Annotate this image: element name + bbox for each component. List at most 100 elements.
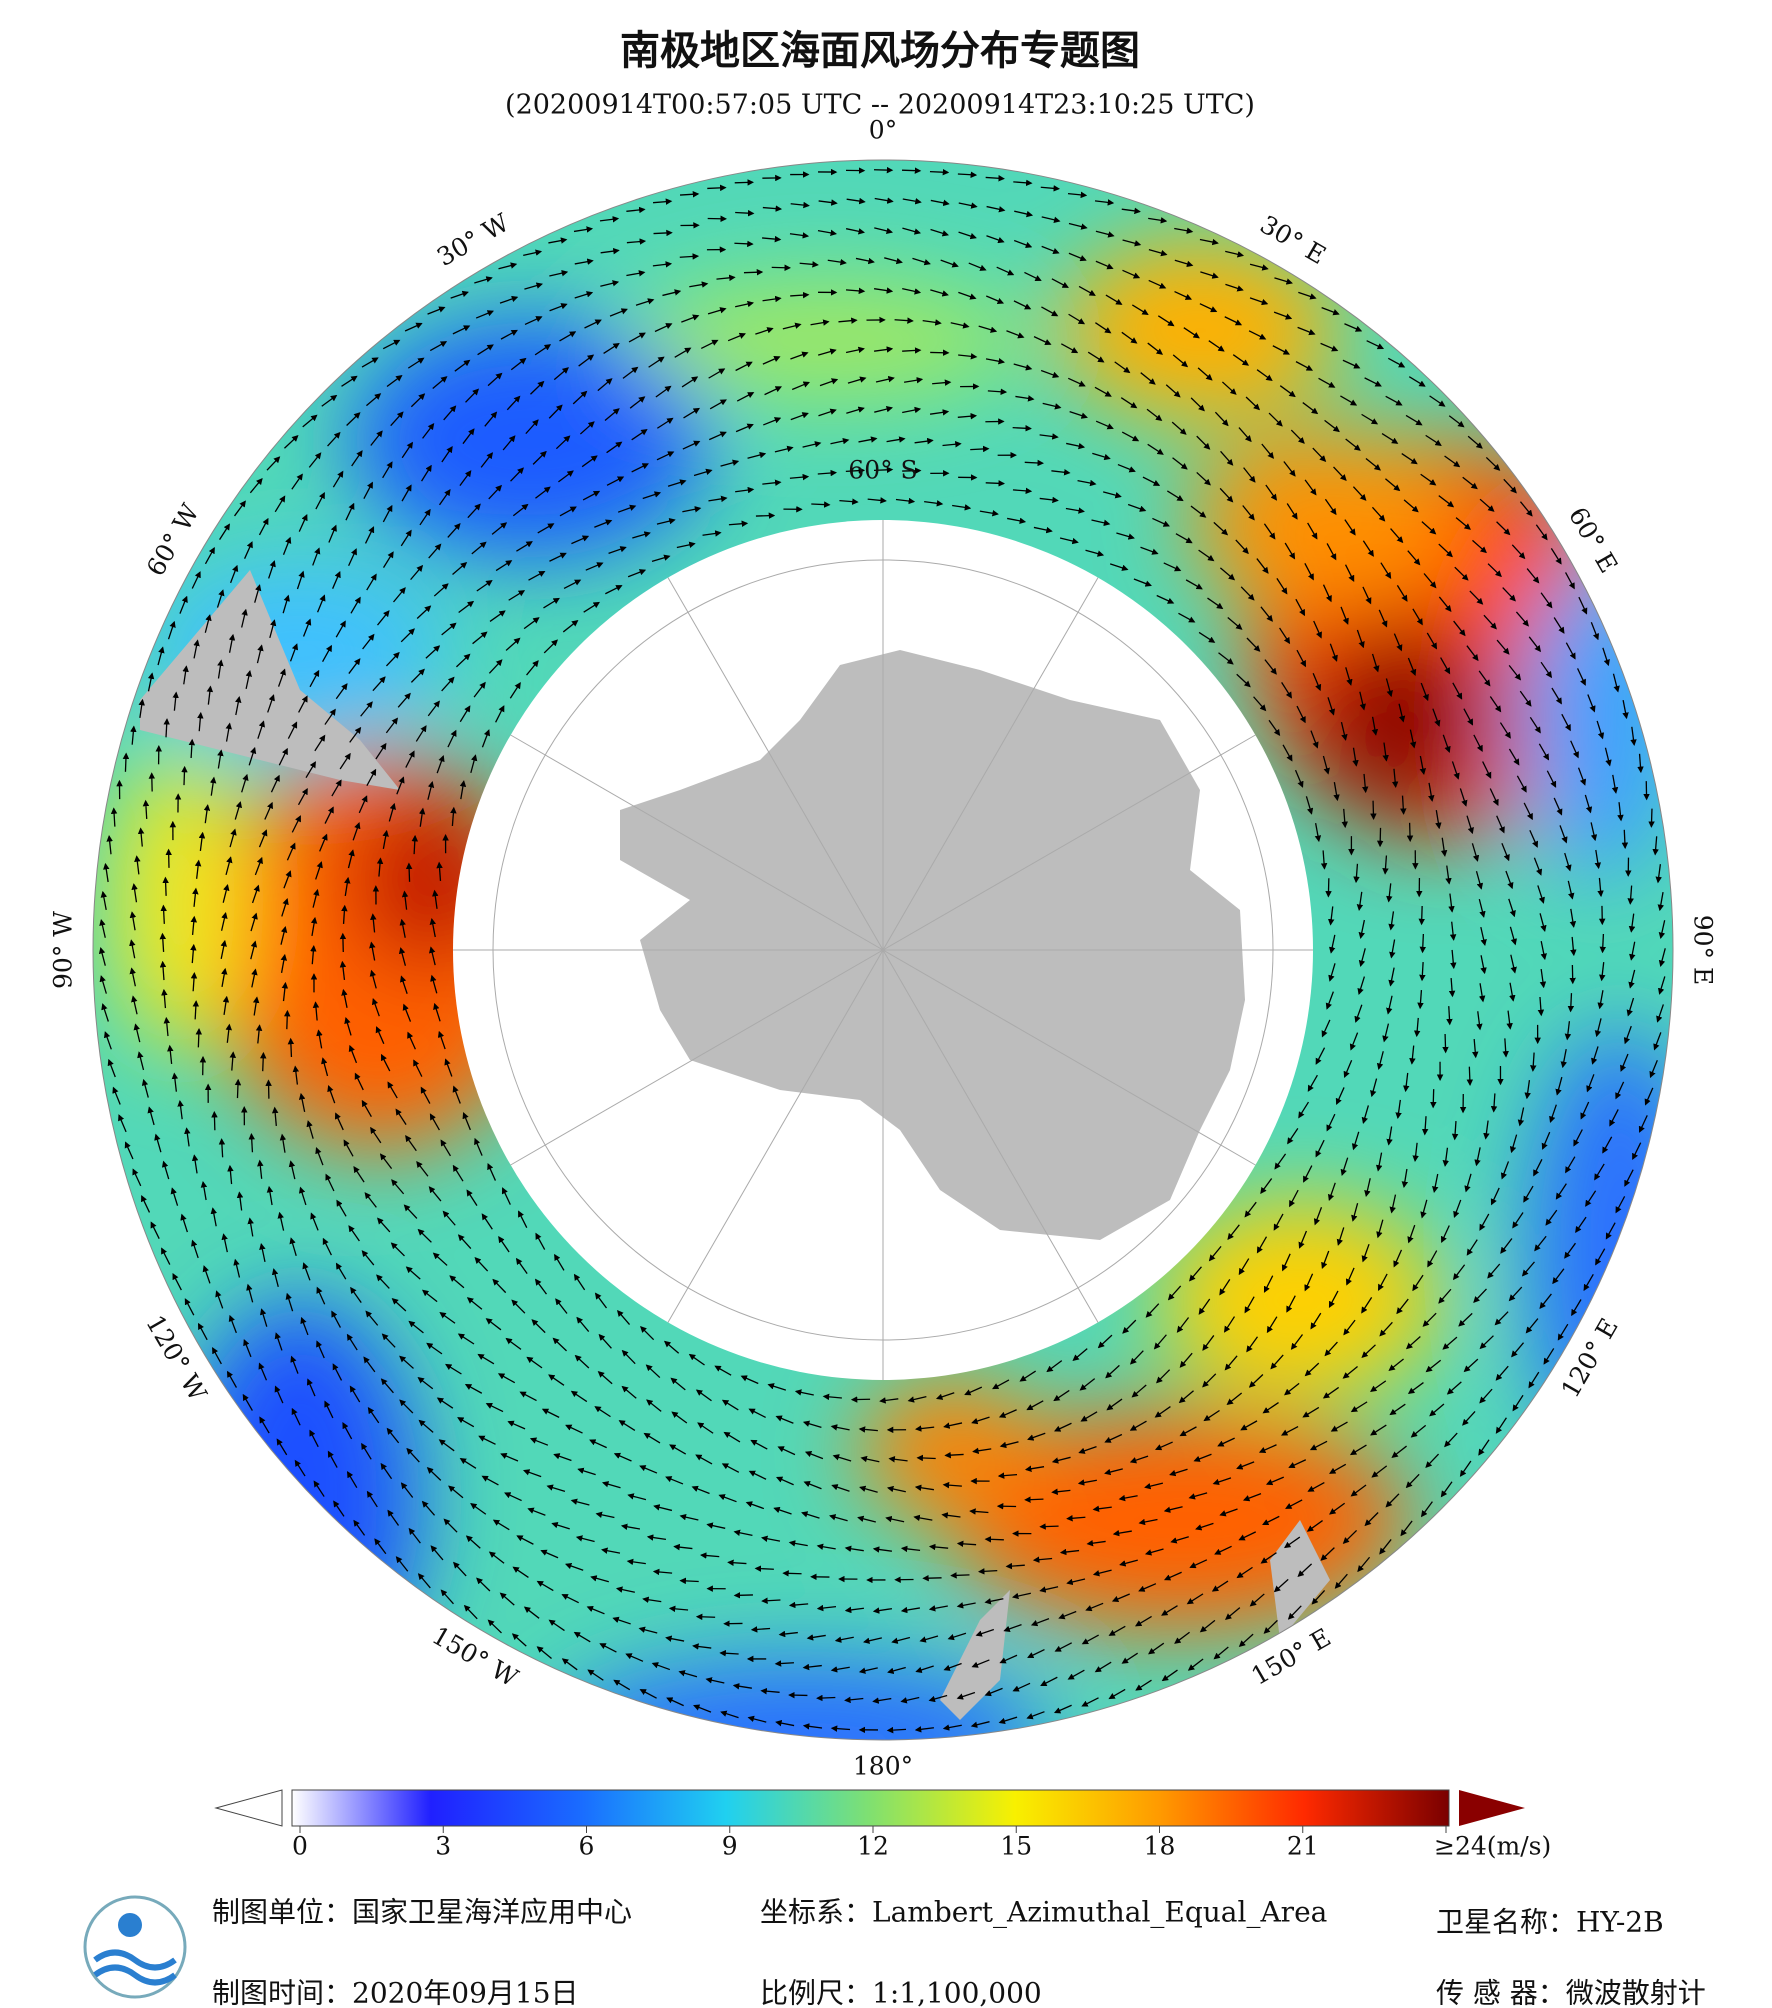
wind-arrow [471,541,487,555]
wind-arrow [885,1515,905,1523]
wind-arrow [1024,1496,1044,1503]
wind-arrow [428,946,436,966]
wind-arrow [1039,496,1059,504]
wind-arrow [1235,539,1249,555]
wind-arrow [872,1546,893,1553]
wind-arrow [305,761,316,779]
wind-arrow [455,653,471,668]
wind-arrow [1238,1258,1250,1276]
wind-arrow [1420,1199,1428,1219]
wind-arrow [287,721,298,739]
wind-arrow [1419,755,1427,775]
wind-arrow [859,1485,878,1493]
wind-arrow [1396,1298,1409,1315]
wind-arrow [1335,1087,1345,1106]
wind-arrow [416,1160,429,1177]
wind-arrow [576,1316,590,1332]
wind-arrow [571,535,590,545]
wind-arrow [594,1406,611,1418]
wind-arrow [543,597,560,609]
wind-arrow [790,412,809,421]
wind-arrow [291,815,301,833]
wind-arrow [1446,1006,1453,1026]
wind-arrow [515,1257,528,1274]
wind-arrow [416,605,432,619]
wind-arrow [1287,1127,1299,1145]
wind-arrow [735,486,755,494]
wind-arrow [400,529,412,547]
wind-arrow [488,659,503,674]
wind-arrow [251,884,260,904]
wind-arrow [708,368,726,379]
wind-arrow [1648,808,1655,828]
wind-arrow [375,1026,385,1045]
wind-arrow [1104,1468,1123,1476]
wind-arrow [369,941,376,961]
wind-arrow [555,435,571,450]
wind-arrow [1382,855,1389,875]
wind-arrow [339,752,351,770]
wind-arrow [535,486,551,499]
wind-arrow [348,1044,358,1064]
wind-arrow [413,1059,423,1077]
wind-arrow [1147,443,1164,455]
wind-arrow [743,268,764,276]
wind-arrow [621,1349,636,1365]
wind-arrow [601,1481,621,1489]
wind-arrow [1281,682,1292,699]
wind-arrow [436,861,443,881]
wind-arrow [1386,1126,1393,1146]
wind-arrow [1490,1093,1498,1113]
wind-arrow [405,750,415,768]
wind-arrow [1242,505,1255,521]
wind-arrow [618,1420,636,1431]
wind-arrow [1333,782,1340,802]
wind-arrow [1353,863,1360,884]
wind-arrow [1402,1072,1410,1093]
wind-arrow [1198,631,1216,643]
wind-arrow [1202,1335,1215,1351]
wind-arrow [1321,1250,1330,1270]
wind-arrow [250,940,258,960]
longitude-label: 90° W [49,911,78,989]
wind-arrow [693,468,713,477]
wind-arrow [562,619,579,633]
colorbar-tick-label: 21 [1287,1832,1319,1861]
wind-arrow [1163,562,1182,572]
wind-arrow [1344,564,1355,582]
wind-arrow [255,1024,263,1044]
wind-arrow [1078,1445,1097,1454]
wind-arrow [775,1415,794,1424]
wind-arrow [817,348,837,356]
wind-arrow [429,1113,440,1131]
wind-arrow [1153,1334,1167,1350]
wind-arrow [1464,1173,1472,1193]
wind-arrow [1325,991,1334,1010]
wind-arrow [322,1237,332,1256]
wind-arrow [458,600,475,614]
wind-arrow [1370,1078,1378,1098]
wind-arrow [1202,1373,1217,1388]
wind-arrow [570,1498,590,1506]
wind-arrow [1315,1139,1325,1158]
wind-arrow [1482,761,1492,779]
wind-arrow [474,1256,489,1272]
wind-arrow [616,1309,631,1326]
wind-arrow [900,1545,921,1553]
wind-arrow [1442,1147,1450,1167]
wind-arrow [324,708,336,725]
wind-arrow [1442,734,1451,754]
wind-arrow [1302,1406,1320,1418]
wind-arrow [714,1365,732,1376]
wind-arrow [278,747,288,766]
wind-arrow [1178,612,1196,623]
wind-arrow [1203,1409,1220,1422]
wind-arrow [1421,1116,1429,1136]
wind-arrow [1039,1523,1059,1530]
wind-arrow [400,628,415,643]
wind-arrow [651,554,671,562]
wind-arrow [1154,1441,1173,1451]
wind-arrow [858,1426,878,1433]
wind-arrow [447,729,457,748]
wind-arrow [1156,594,1175,604]
